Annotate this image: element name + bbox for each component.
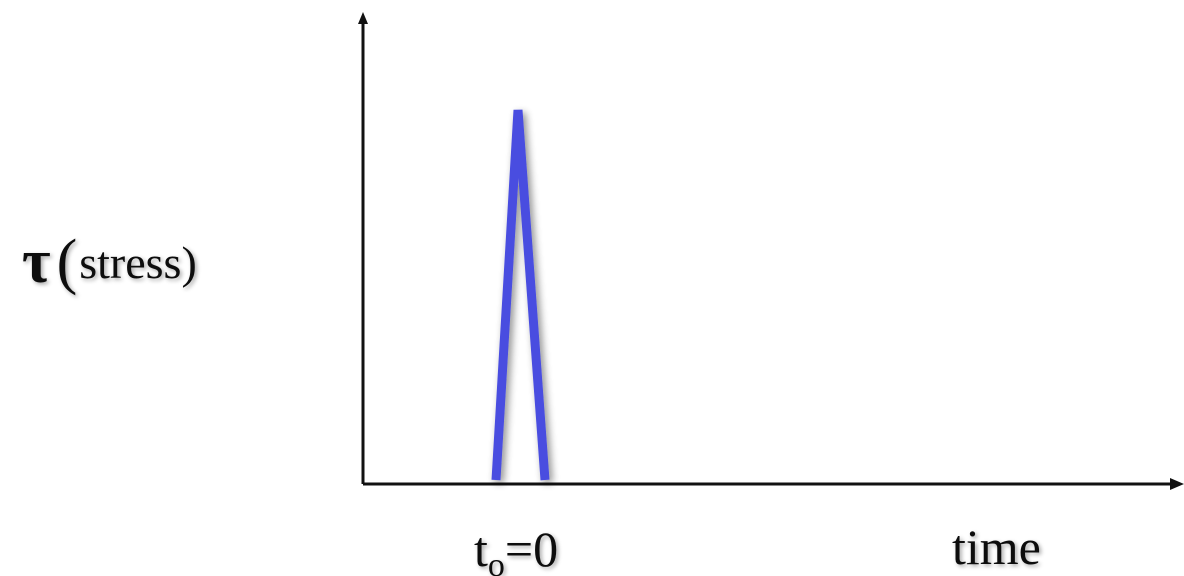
x-tick-label: to=0 [474,521,558,576]
x-tick-subscript: o [488,547,505,576]
y-axis-word: stress) [79,237,197,288]
x-axis-label: time [952,519,1041,575]
pulse-spike-line [491,109,550,481]
x-axis-arrowhead [1170,478,1184,490]
y-axis-label: τ(stress) [22,228,197,296]
tau-symbol: τ [22,228,51,296]
y-axis-arrowhead [358,12,368,24]
x-tick-base: t [474,521,488,576]
x-tick-text: to=0 [474,521,558,576]
stress-pulse [491,109,550,481]
y-axis-label-text: τ(stress) [22,228,197,296]
x-tick-rest: =0 [505,521,558,576]
y-axis-open-paren: ( [57,228,78,296]
x-axis [363,478,1184,490]
x-axis-label-text: time [952,519,1041,575]
y-axis [358,12,368,484]
